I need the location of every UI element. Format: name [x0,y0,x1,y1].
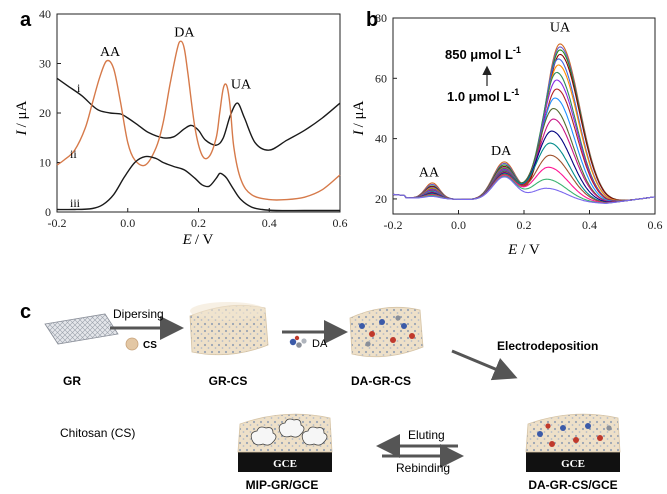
panel-a-peak-label-ua: UA [231,77,252,92]
panel-a-x-axis-label: E / V [182,232,214,248]
panel-a-y-tick-label: 20 [39,106,51,120]
panel-b-peak-labels: AA DA UA [419,21,571,181]
panel-a-letter: a [20,9,32,31]
concentration-low-label: 1.0 μmol L-1 [447,87,519,104]
electrodeposition-arrow [451,349,518,381]
panel-a-y-tick-label: 0 [45,205,51,219]
graphene-sheet-icon [44,313,119,345]
panel-a-y-ticks: 0 10 20 30 40 [39,7,61,219]
panel-b-peak-label-ua: UA [550,21,571,36]
panel-b-x-tick-label: 0.6 [648,218,663,232]
panel-a-y-tick-label: 30 [39,57,51,71]
label-mip-gr-gce: MIP-GR/GCE [246,478,319,492]
label-gr: GR [63,374,81,388]
da-gr-cs-disc-icon [349,306,424,358]
panel-b-y-ticks: 20 40 60 80 [375,11,397,206]
panel-b-x-ticks: -0.2 0.0 0.2 0.4 0.6 [384,210,663,232]
panel-a-x-tick-label: -0.2 [48,216,67,230]
dpv-curve-18 [392,176,656,204]
series-i-line [56,77,341,151]
series-label-iii: iii [70,196,81,210]
label-cs-bead: CS [143,340,157,351]
panel-b-x-tick-label: 0.4 [582,218,597,232]
panel-b-x-tick-label: -0.2 [384,218,403,232]
panel-a-x-tick-label: 0.0 [120,216,135,230]
panel-a-peak-label-aa: AA [100,45,121,60]
label-dispersing: Dipersing [113,307,164,321]
label-da-gr-cs: DA-GR-CS [351,374,411,388]
label-da-gr-cs-gce: DA-GR-CS/GCE [528,478,617,492]
panel-b-y-tick-label: 60 [375,71,387,85]
gr-cs-disc-icon [189,302,269,356]
panel-b-letter: b [366,9,378,31]
label-gce-right: GCE [561,458,585,470]
label-rebinding: Rebinding [396,461,450,475]
label-gr-cs: GR-CS [209,374,248,388]
panel-a-x-tick-label: 0.6 [333,216,348,230]
panel-a-x-ticks: -0.2 0.0 0.2 0.4 0.6 [48,208,348,230]
label-eluting: Eluting [408,428,445,442]
panel-b-x-tick-label: 0.0 [451,218,466,232]
panel-b-chart: b 20 40 60 80 -0.2 0.0 0.2 0.4 0.6 AA DA UA 850 μ… [351,9,663,258]
label-da-arrow: DA [312,338,328,350]
da-gr-cs-gce-electrode-icon [525,413,621,472]
panel-b-x-axis-label: E / V [507,242,540,258]
panel-b-x-tick-label: 0.2 [517,218,532,232]
panel-b-y-axis-label: I/ μA [351,100,367,136]
panel-a-series [56,40,341,212]
series-label-ii: ii [70,147,77,161]
series-label-i: i [77,81,81,95]
label-electrodeposition: Electrodeposition [497,339,598,353]
panel-c-schematic: c GR Dipersing CS GR-CS DA [20,301,621,492]
panel-a-y-axis-label: I/ μA [14,100,30,136]
chitosan-bead-icon [125,337,139,351]
series-iii-line [56,155,340,212]
panel-a-x-tick-label: 0.2 [191,216,206,230]
panel-a-y-tick-label: 40 [39,7,51,21]
dopamine-molecule-icon [289,335,307,348]
panel-a-peak-label-da: DA [174,25,195,40]
concentration-high-label: 850 μmol L-1 [445,45,521,62]
label-gce-left: GCE [273,458,297,470]
panel-b-peak-label-da: DA [491,144,512,159]
panel-c-letter: c [20,301,31,323]
series-ii-line [56,40,341,201]
panel-a-chart: a 0 10 20 30 40 -0.2 0.0 0.2 0.4 0.6 AA DA UA i ii… [14,7,348,248]
panel-b-y-tick-label: 40 [375,132,387,146]
panel-a-x-tick-label: 0.4 [262,216,277,230]
panel-b-y-tick-label: 20 [375,192,387,206]
panel-b-series [392,43,656,204]
panel-a-peak-labels: AA DA UA [100,25,252,92]
mip-gr-gce-electrode-icon [237,413,333,472]
label-chitosan: Chitosan (CS) [60,426,135,440]
panel-a-y-tick-label: 10 [39,156,51,170]
panel-b-peak-label-aa: AA [419,165,440,180]
panel-b-y-tick-label: 80 [375,11,387,25]
